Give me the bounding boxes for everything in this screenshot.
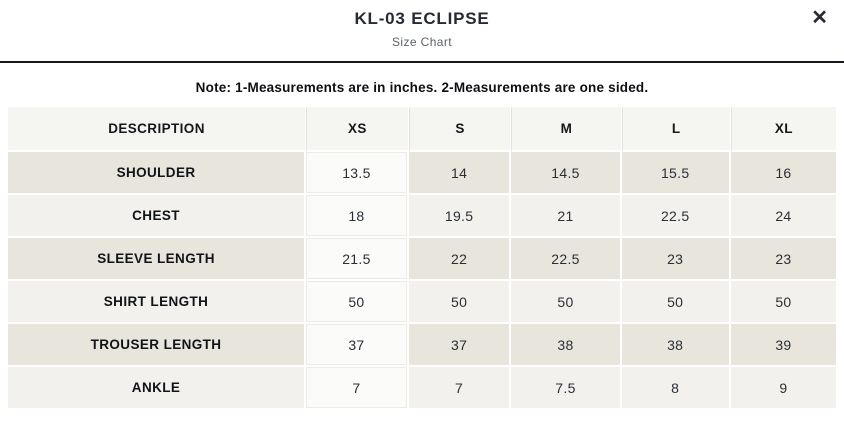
size-cell: 7 bbox=[306, 367, 409, 410]
close-icon: ✕ bbox=[811, 7, 828, 29]
col-header-l: L bbox=[621, 107, 731, 152]
row-label: ANKLE bbox=[8, 367, 307, 410]
table-row: TROUSER LENGTH 37 37 38 38 39 bbox=[8, 324, 836, 367]
size-cell: 50 bbox=[730, 281, 836, 324]
size-cell: 14 bbox=[408, 152, 512, 195]
size-cell: 7.5 bbox=[511, 367, 622, 410]
size-cell: 37 bbox=[306, 324, 409, 367]
size-chart-table: DESCRIPTION XS S M L XL SHOULDER 13.5 14 14.5 15.… bbox=[8, 107, 836, 410]
close-button[interactable]: ✕ bbox=[807, 4, 832, 32]
size-cell: 38 bbox=[511, 324, 622, 367]
size-cell: 37 bbox=[408, 324, 512, 367]
row-label: SHIRT LENGTH bbox=[8, 281, 307, 324]
size-cell: 19.5 bbox=[408, 195, 512, 238]
size-cell: 16 bbox=[730, 152, 836, 195]
size-cell: 38 bbox=[621, 324, 731, 367]
header-divider bbox=[0, 61, 844, 63]
size-cell: 23 bbox=[621, 238, 731, 281]
row-label: SHOULDER bbox=[8, 152, 307, 195]
col-header-xl: XL bbox=[730, 107, 836, 152]
size-cell: 50 bbox=[621, 281, 731, 324]
size-cell: 22 bbox=[408, 238, 512, 281]
table-row: SLEEVE LENGTH 21.5 22 22.5 23 23 bbox=[8, 238, 836, 281]
size-cell: 21.5 bbox=[306, 238, 409, 281]
table-row: CHEST 18 19.5 21 22.5 24 bbox=[8, 195, 836, 238]
size-cell: 50 bbox=[511, 281, 622, 324]
size-cell: 50 bbox=[408, 281, 512, 324]
size-cell: 9 bbox=[730, 367, 836, 410]
size-cell: 8 bbox=[621, 367, 731, 410]
modal-title: KL-03 ECLIPSE bbox=[354, 9, 490, 28]
table-row: ANKLE 7 7 7.5 8 9 bbox=[8, 367, 836, 410]
size-cell: 22.5 bbox=[511, 238, 622, 281]
modal-subtitle: Size Chart bbox=[391, 35, 453, 49]
table-body: SHOULDER 13.5 14 14.5 15.5 16 CHEST 18 19.5 21 22.… bbox=[8, 152, 836, 410]
size-cell: 15.5 bbox=[621, 152, 731, 195]
row-label: TROUSER LENGTH bbox=[8, 324, 307, 367]
size-cell: 50 bbox=[306, 281, 409, 324]
size-cell: 14.5 bbox=[511, 152, 622, 195]
measurement-note: Note: 1-Measurements are in inches. 2-Me… bbox=[195, 80, 649, 95]
modal-header: KL-03 ECLIPSE Size Chart ✕ bbox=[0, 0, 844, 49]
size-cell: 7 bbox=[408, 367, 512, 410]
row-label: SLEEVE LENGTH bbox=[8, 238, 307, 281]
table-row: SHOULDER 13.5 14 14.5 15.5 16 bbox=[8, 152, 836, 195]
size-cell: 21 bbox=[511, 195, 622, 238]
col-header-description: DESCRIPTION bbox=[8, 107, 307, 152]
size-cell: 18 bbox=[306, 195, 409, 238]
size-cell: 22.5 bbox=[621, 195, 731, 238]
col-header-xs: XS bbox=[306, 107, 409, 152]
size-cell: 39 bbox=[730, 324, 836, 367]
col-header-s: S bbox=[408, 107, 512, 152]
col-header-m: M bbox=[511, 107, 622, 152]
row-label: CHEST bbox=[8, 195, 307, 238]
table-header-row: DESCRIPTION XS S M L XL bbox=[8, 107, 836, 152]
size-cell: 24 bbox=[730, 195, 836, 238]
table-row: SHIRT LENGTH 50 50 50 50 50 bbox=[8, 281, 836, 324]
size-cell: 13.5 bbox=[306, 152, 409, 195]
size-cell: 23 bbox=[730, 238, 836, 281]
